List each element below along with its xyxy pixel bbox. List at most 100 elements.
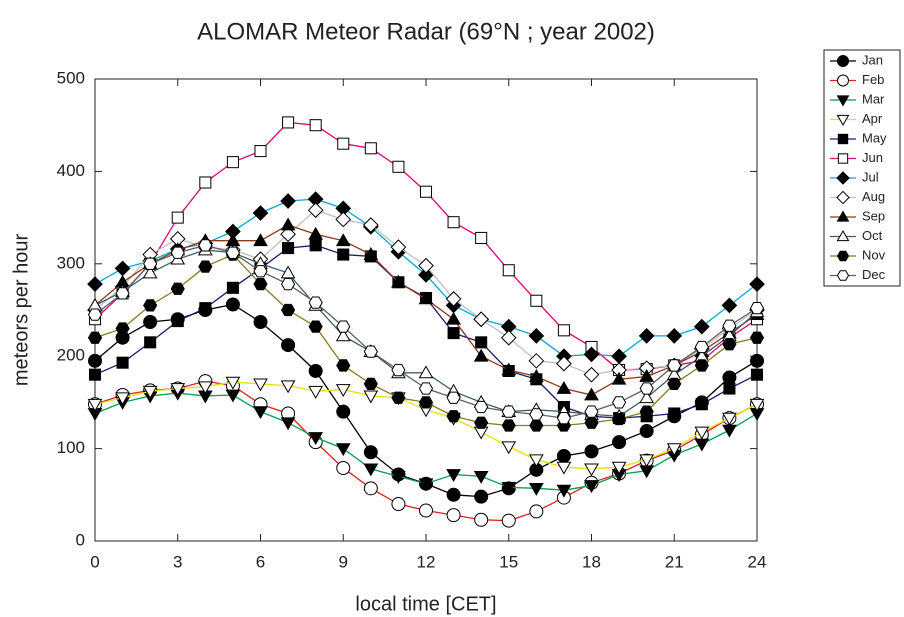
data-point bbox=[87, 331, 103, 344]
data-point bbox=[390, 239, 407, 256]
data-point bbox=[722, 412, 737, 426]
data-point bbox=[364, 142, 377, 155]
data-point bbox=[363, 445, 378, 460]
data-point bbox=[749, 398, 765, 412]
data-point bbox=[199, 176, 212, 189]
data-point bbox=[722, 424, 737, 438]
legend-label: Jan bbox=[862, 52, 883, 67]
legend-label: Feb bbox=[862, 72, 884, 87]
data-point bbox=[750, 368, 764, 381]
data-point bbox=[253, 233, 268, 247]
legend-label: Dec bbox=[862, 267, 886, 282]
data-point bbox=[446, 391, 461, 404]
x-tick-label: 6 bbox=[256, 552, 265, 571]
data-point bbox=[528, 328, 545, 344]
data-point bbox=[336, 404, 351, 419]
legend-label: Sep bbox=[862, 208, 885, 223]
legend-marker bbox=[836, 270, 850, 281]
data-point bbox=[336, 461, 351, 476]
legend-label: Mar bbox=[862, 91, 885, 106]
data-point bbox=[666, 443, 682, 457]
data-point bbox=[474, 512, 489, 527]
data-point bbox=[639, 382, 654, 395]
data-point bbox=[639, 405, 654, 418]
legend-label: Oct bbox=[862, 228, 883, 243]
data-point bbox=[363, 481, 378, 496]
data-point bbox=[639, 369, 655, 382]
data-point bbox=[722, 319, 737, 332]
data-point bbox=[475, 336, 488, 349]
data-point bbox=[280, 226, 296, 243]
x-tick-label: 12 bbox=[417, 552, 436, 571]
data-point bbox=[282, 116, 295, 129]
data-point bbox=[418, 291, 434, 305]
data-point bbox=[528, 454, 544, 468]
legend-marker bbox=[836, 229, 850, 242]
legend-label: May bbox=[862, 130, 887, 145]
data-point bbox=[694, 340, 709, 354]
data-point bbox=[142, 385, 158, 399]
data-point bbox=[556, 461, 572, 475]
data-point bbox=[116, 356, 129, 369]
data-point bbox=[337, 248, 350, 261]
data-point bbox=[87, 398, 103, 412]
data-point bbox=[335, 328, 351, 342]
data-point bbox=[473, 311, 490, 328]
data-point bbox=[474, 489, 489, 504]
data-point bbox=[143, 315, 158, 330]
data-point bbox=[446, 410, 461, 423]
data-point bbox=[529, 419, 544, 432]
x-tick-label: 15 bbox=[499, 552, 518, 571]
data-point bbox=[143, 299, 158, 312]
y-tick-label: 200 bbox=[57, 346, 85, 365]
data-point bbox=[225, 297, 240, 312]
data-point bbox=[308, 363, 323, 378]
data-point bbox=[115, 322, 130, 335]
data-point bbox=[309, 239, 322, 252]
legend-label: Jun bbox=[862, 150, 883, 165]
data-point bbox=[253, 277, 268, 291]
data-point bbox=[197, 381, 213, 395]
x-tick-label: 9 bbox=[339, 552, 348, 571]
data-point bbox=[171, 315, 184, 328]
data-point bbox=[225, 376, 241, 390]
data-point bbox=[694, 438, 710, 452]
data-point bbox=[528, 482, 544, 496]
data-point bbox=[87, 276, 103, 292]
data-point bbox=[142, 265, 158, 279]
data-point bbox=[446, 469, 461, 482]
data-point bbox=[418, 257, 434, 274]
y-tick-label: 400 bbox=[57, 161, 85, 180]
data-point bbox=[474, 400, 489, 414]
data-point bbox=[611, 371, 627, 385]
data-point bbox=[170, 282, 185, 295]
data-point bbox=[335, 384, 351, 397]
data-point bbox=[695, 398, 708, 411]
data-point bbox=[391, 363, 406, 377]
data-point bbox=[144, 336, 157, 349]
data-point bbox=[473, 348, 489, 362]
y-tick-label: 0 bbox=[76, 530, 85, 549]
data-point bbox=[280, 380, 296, 394]
data-point bbox=[749, 331, 765, 344]
data-point bbox=[225, 389, 241, 403]
data-point bbox=[419, 185, 433, 198]
data-point bbox=[556, 484, 572, 498]
data-point bbox=[446, 487, 461, 502]
data-point bbox=[529, 504, 544, 519]
data-point bbox=[336, 320, 351, 333]
data-point bbox=[749, 276, 765, 292]
data-point bbox=[281, 277, 296, 291]
data-point bbox=[335, 233, 351, 247]
data-point bbox=[335, 211, 352, 228]
y-tick-label: 300 bbox=[57, 253, 85, 272]
data-point bbox=[668, 407, 681, 420]
data-point bbox=[556, 355, 572, 372]
data-point bbox=[362, 217, 379, 233]
x-tick-label: 21 bbox=[665, 552, 684, 571]
data-point bbox=[198, 260, 213, 273]
data-point bbox=[418, 478, 434, 492]
data-point bbox=[612, 435, 627, 450]
data-point bbox=[143, 257, 158, 270]
